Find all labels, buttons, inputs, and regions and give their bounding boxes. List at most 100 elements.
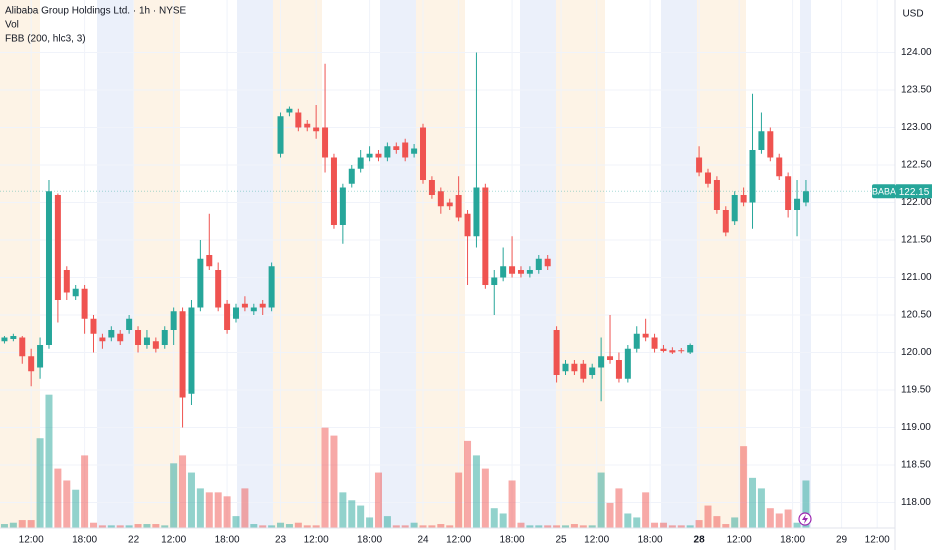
- volume-bar: [232, 516, 240, 528]
- volume-bar: [0, 524, 8, 528]
- alert-icon[interactable]: [798, 512, 812, 526]
- volume-bar: [223, 496, 231, 528]
- candle-body: [526, 270, 533, 274]
- x-tick-label: 12:00: [161, 535, 186, 546]
- candle-body: [731, 195, 738, 222]
- volume-bar: [383, 516, 391, 528]
- alert-bolt: [802, 514, 808, 524]
- candle-body: [722, 210, 729, 233]
- volume-bar: [588, 525, 596, 528]
- volume-bar: [775, 513, 783, 528]
- x-tick-label: 12:00: [584, 535, 609, 546]
- volume-bar: [579, 525, 587, 528]
- candle-body: [455, 195, 462, 218]
- volume-bar: [250, 524, 258, 528]
- volume-bar: [321, 427, 329, 528]
- candle-body: [687, 345, 694, 353]
- volume-bar: [606, 502, 614, 528]
- candle-body: [286, 108, 293, 113]
- candle-body: [259, 303, 266, 308]
- volume-bar: [27, 520, 35, 528]
- candle-body: [295, 112, 302, 128]
- pre-market: [133, 0, 180, 528]
- volume-bar: [731, 517, 739, 528]
- candle-body: [696, 157, 703, 173]
- candle-body: [224, 303, 231, 330]
- pre-market: [0, 0, 40, 528]
- last-price-label: 122.15: [899, 187, 930, 198]
- volume-bar: [784, 509, 792, 528]
- volume-bar: [81, 455, 89, 528]
- volume-bar: [401, 525, 409, 528]
- volume-bar: [45, 394, 53, 528]
- volume-bar: [277, 522, 285, 528]
- y-tick-label: 122.50: [901, 160, 932, 171]
- volume-bar: [294, 522, 302, 528]
- candle-body: [117, 333, 124, 342]
- volume-bar: [766, 508, 774, 528]
- volume-bar: [392, 525, 400, 528]
- candle-body: [45, 191, 52, 345]
- pre-market: [416, 0, 465, 528]
- volume-bar: [54, 468, 62, 528]
- candle-body: [785, 176, 792, 210]
- volume-bar: [312, 525, 320, 528]
- candle-body: [794, 198, 801, 210]
- volume-bar: [116, 525, 124, 528]
- candle-body: [54, 195, 61, 300]
- volume-bar: [437, 524, 445, 528]
- volume-bar: [98, 525, 106, 528]
- volume-bar: [464, 440, 472, 528]
- candle-body: [624, 348, 631, 379]
- volume-bar: [259, 525, 267, 528]
- candle-body: [126, 318, 133, 330]
- volume-bar: [472, 455, 480, 528]
- candle-body: [598, 356, 605, 368]
- pre-market: [273, 0, 322, 528]
- candle-body: [366, 153, 373, 158]
- y-tick-label: 123.50: [901, 85, 932, 96]
- x-tick-day-label: 28: [694, 535, 706, 546]
- volume-bar: [446, 525, 454, 528]
- candle-body: [304, 123, 311, 128]
- candle-body: [277, 116, 284, 154]
- volume-bar: [419, 525, 427, 528]
- candle-body: [420, 127, 427, 180]
- candle-body: [161, 330, 168, 345]
- y-tick-label: 122.00: [901, 197, 932, 208]
- candle-body: [72, 288, 79, 297]
- last-price-badge: [896, 184, 932, 199]
- candle-body: [179, 311, 186, 398]
- candle-body: [678, 350, 685, 352]
- candle-body: [10, 336, 17, 339]
- x-tick-label: 18:00: [215, 535, 240, 546]
- y-tick-label: 119.50: [901, 385, 931, 396]
- volume-bar: [677, 525, 685, 528]
- volume-bar: [374, 472, 382, 528]
- candle-body: [152, 341, 159, 349]
- volume-bar: [615, 488, 623, 528]
- candle-body: [322, 127, 329, 158]
- x-tick-label: 12:00: [865, 535, 890, 546]
- candle-body: [384, 146, 391, 158]
- candle-body: [90, 318, 97, 334]
- volume-bar: [526, 525, 534, 528]
- y-tick-label: 120.50: [901, 310, 932, 321]
- candle-body: [802, 191, 809, 203]
- candle-body: [411, 148, 418, 154]
- candle-body: [19, 337, 26, 357]
- pre-market: [556, 0, 605, 528]
- volume-bar: [410, 522, 418, 528]
- axes: 118.00 118.50 119.00 119.50 120.00 120.50 121.…: [0, 47, 932, 546]
- candle-body: [491, 277, 498, 285]
- candle-body: [767, 131, 774, 158]
- candle-body: [357, 157, 364, 169]
- candle-body: [339, 187, 346, 225]
- indicator-label: Vol: [5, 20, 19, 31]
- volume-bar: [90, 522, 98, 528]
- candle-body: [580, 363, 587, 379]
- x-tick-day-label: 23: [275, 535, 287, 546]
- x-tick-day-label: 22: [128, 535, 140, 546]
- y-tick-label: 121.50: [901, 235, 932, 246]
- volume-bar: [722, 524, 730, 528]
